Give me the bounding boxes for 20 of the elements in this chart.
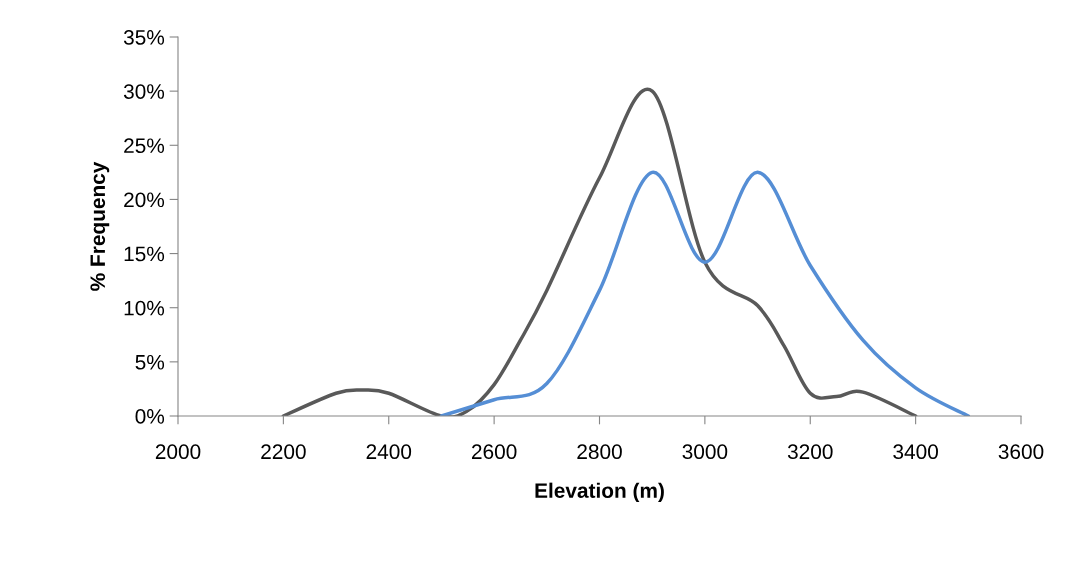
line-series xyxy=(439,170,971,416)
x-axis-title: Elevation (m) xyxy=(535,482,664,503)
x-tick-label: 3200 xyxy=(787,444,833,460)
y-tick-label: 10% xyxy=(124,300,165,316)
y-tick-label: 5% xyxy=(135,354,165,370)
y-tick-label: 0% xyxy=(135,409,165,424)
y-tick-label: 35% xyxy=(123,30,165,45)
x-tick-label: 2600 xyxy=(472,444,517,460)
x-tick-label: 3600 xyxy=(998,444,1044,460)
y-tick-label: 30% xyxy=(123,84,165,99)
x-tick-label: 2400 xyxy=(366,444,412,460)
y-tick-label: 25% xyxy=(124,138,165,154)
x-tick-label: 2200 xyxy=(261,444,306,460)
y-tick-label: 20% xyxy=(124,192,165,208)
y-axis-title: % Frequency xyxy=(90,161,110,291)
x-tick-label: 3400 xyxy=(893,444,938,460)
x-tick-label: 2000 xyxy=(155,444,201,460)
x-tick-label: 3000 xyxy=(682,444,728,460)
x-tick-label: 2800 xyxy=(577,444,622,460)
y-tick-label: 15% xyxy=(124,246,165,262)
